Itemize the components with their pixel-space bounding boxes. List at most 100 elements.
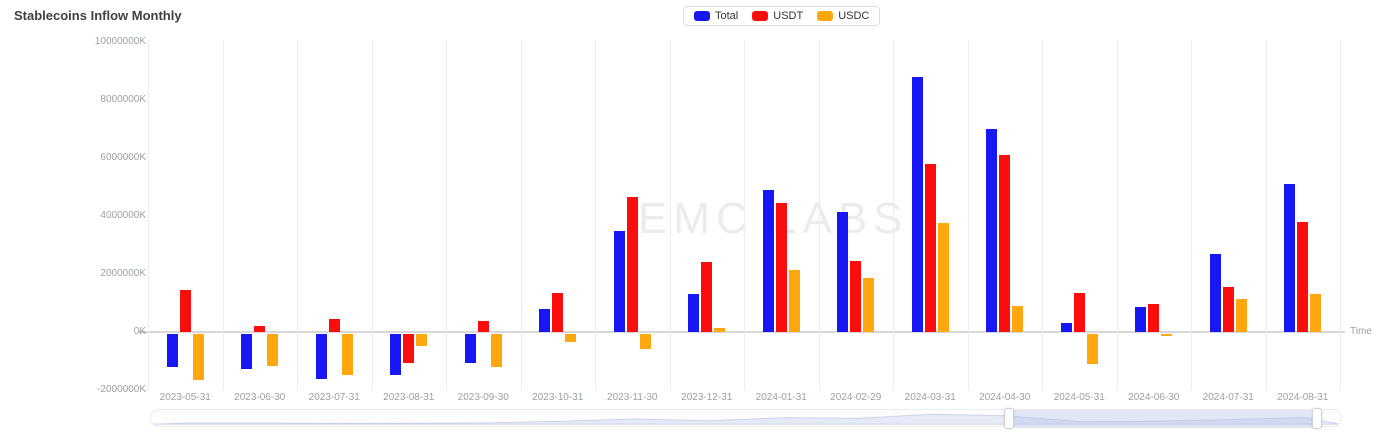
legend-swatch-total — [694, 11, 710, 21]
bar-usdt-2023-06-30[interactable] — [254, 326, 266, 332]
x-tick-label: 2024-08-31 — [1277, 392, 1329, 403]
bar-total-2024-08-31[interactable] — [1284, 184, 1296, 332]
x-tick-label: 2024-02-29 — [830, 392, 882, 403]
bar-usdt-2024-05-31[interactable] — [1073, 292, 1085, 332]
legend-item-total[interactable]: Total — [694, 10, 738, 22]
bar-total-2023-10-31[interactable] — [539, 308, 551, 332]
bar-total-2023-05-31[interactable] — [166, 334, 178, 368]
y-axis-zero-tick — [139, 331, 146, 333]
bar-total-2024-01-31[interactable] — [762, 189, 774, 332]
bar-usdt-2023-10-31[interactable] — [552, 292, 564, 332]
bar-usdc-2024-01-31[interactable] — [788, 269, 800, 332]
data-zoom-left-handle[interactable] — [1004, 408, 1015, 429]
bar-total-2023-12-31[interactable] — [688, 294, 700, 332]
bar-usdc-2024-03-31[interactable] — [937, 223, 949, 332]
chart-legend: Total USDT USDC — [683, 6, 881, 26]
x-tick-label: 2023-10-31 — [532, 392, 584, 403]
page-title: Stablecoins Inflow Monthly — [14, 8, 182, 23]
bar-usdc-2023-11-30[interactable] — [639, 334, 651, 349]
bar-total-2024-02-29[interactable] — [837, 211, 849, 332]
bar-usdc-2023-07-31[interactable] — [341, 334, 353, 376]
gridline-vertical — [520, 40, 522, 390]
bar-total-2024-03-31[interactable] — [911, 76, 923, 332]
y-tick-label: 10000000K — [94, 36, 146, 47]
gridline-vertical — [148, 40, 149, 390]
legend-item-usdc[interactable]: USDC — [817, 10, 869, 22]
bar-usdc-2024-04-30[interactable] — [1012, 305, 1024, 332]
bar-total-2023-06-30[interactable] — [241, 334, 253, 369]
bar-usdt-2024-02-29[interactable] — [850, 260, 862, 332]
gridline-vertical — [1340, 40, 1341, 390]
x-tick-label: 2023-08-31 — [383, 392, 435, 403]
bar-total-2023-09-30[interactable] — [464, 334, 476, 363]
x-tick-label: 2024-05-31 — [1053, 392, 1105, 403]
bar-total-2024-05-31[interactable] — [1060, 322, 1072, 332]
gridline-vertical — [595, 40, 596, 390]
bar-usdc-2023-09-30[interactable] — [490, 334, 502, 368]
data-zoom-window[interactable] — [1009, 410, 1317, 428]
bar-usdc-2023-06-30[interactable] — [267, 334, 279, 366]
x-tick-label: 2023-12-31 — [681, 392, 733, 403]
bar-usdt-2023-08-31[interactable] — [403, 334, 415, 363]
bar-usdc-2023-05-31[interactable] — [192, 334, 204, 381]
bar-usdt-2023-11-30[interactable] — [626, 197, 638, 332]
bar-total-2023-08-31[interactable] — [390, 334, 402, 375]
gridline-vertical — [222, 40, 224, 390]
gridline-vertical — [669, 40, 671, 390]
bar-usdc-2024-08-31[interactable] — [1310, 294, 1322, 332]
bar-usdc-2023-10-31[interactable] — [565, 334, 577, 342]
bar-usdc-2023-12-31[interactable] — [714, 327, 726, 332]
gridline-vertical — [967, 40, 969, 390]
data-zoom-slider[interactable] — [150, 408, 1342, 429]
bar-total-2024-06-30[interactable] — [1135, 306, 1147, 332]
gridline-vertical — [744, 40, 745, 390]
x-tick-label: 2024-01-31 — [755, 392, 807, 403]
bar-usdt-2024-08-31[interactable] — [1297, 221, 1309, 332]
bar-usdt-2024-06-30[interactable] — [1148, 304, 1160, 332]
bar-total-2024-04-30[interactable] — [986, 129, 998, 332]
x-tick-label: 2023-07-31 — [308, 392, 360, 403]
gridline-vertical — [1191, 40, 1192, 390]
gridline-vertical — [1042, 40, 1043, 390]
y-tick-label: 4000000K — [100, 210, 146, 221]
bar-usdc-2024-05-31[interactable] — [1086, 334, 1098, 365]
x-tick-label: 2024-06-30 — [1128, 392, 1180, 403]
bar-total-2023-07-31[interactable] — [315, 334, 327, 379]
gridline-vertical — [446, 40, 447, 390]
bar-usdt-2024-03-31[interactable] — [924, 163, 936, 332]
gridline-vertical — [893, 40, 894, 390]
gridline-vertical — [1116, 40, 1118, 390]
y-tick-label: 2000000K — [100, 268, 146, 279]
bar-usdc-2024-06-30[interactable] — [1161, 334, 1173, 336]
gridline-vertical — [818, 40, 820, 390]
data-zoom-right-handle[interactable] — [1311, 408, 1322, 429]
bar-total-2023-11-30[interactable] — [613, 230, 625, 332]
legend-label: USDC — [838, 10, 870, 22]
bar-usdc-2024-07-31[interactable] — [1235, 298, 1247, 332]
bar-usdc-2023-08-31[interactable] — [416, 334, 428, 347]
bar-usdt-2024-04-30[interactable] — [999, 155, 1011, 332]
bar-usdt-2024-07-31[interactable] — [1222, 287, 1234, 332]
x-tick-label: 2024-03-31 — [904, 392, 956, 403]
bar-usdt-2023-05-31[interactable] — [179, 289, 191, 332]
x-tick-label: 2024-04-30 — [979, 392, 1031, 403]
x-tick-label: 2023-09-30 — [457, 392, 509, 403]
bar-usdt-2023-07-31[interactable] — [328, 318, 340, 332]
bar-usdc-2024-02-29[interactable] — [863, 278, 875, 332]
bar-total-2024-07-31[interactable] — [1209, 253, 1221, 332]
legend-label: Total — [715, 10, 739, 22]
y-tick-label: -2000000K — [97, 384, 146, 395]
y-tick-label: 6000000K — [100, 152, 146, 163]
legend-swatch-usdc — [817, 11, 834, 21]
x-tick-label: 2023-11-30 — [607, 392, 658, 403]
bar-usdt-2023-09-30[interactable] — [477, 320, 489, 332]
x-tick-label: 2023-06-30 — [234, 392, 286, 403]
bar-usdt-2024-01-31[interactable] — [775, 202, 787, 332]
x-axis-title: Time — [1350, 326, 1372, 337]
gridline-vertical — [297, 40, 298, 390]
x-tick-label: 2024-07-31 — [1202, 392, 1254, 403]
bar-usdt-2023-12-31[interactable] — [701, 262, 713, 332]
legend-item-usdt[interactable]: USDT — [752, 10, 803, 22]
y-tick-label: 0K — [133, 326, 146, 337]
